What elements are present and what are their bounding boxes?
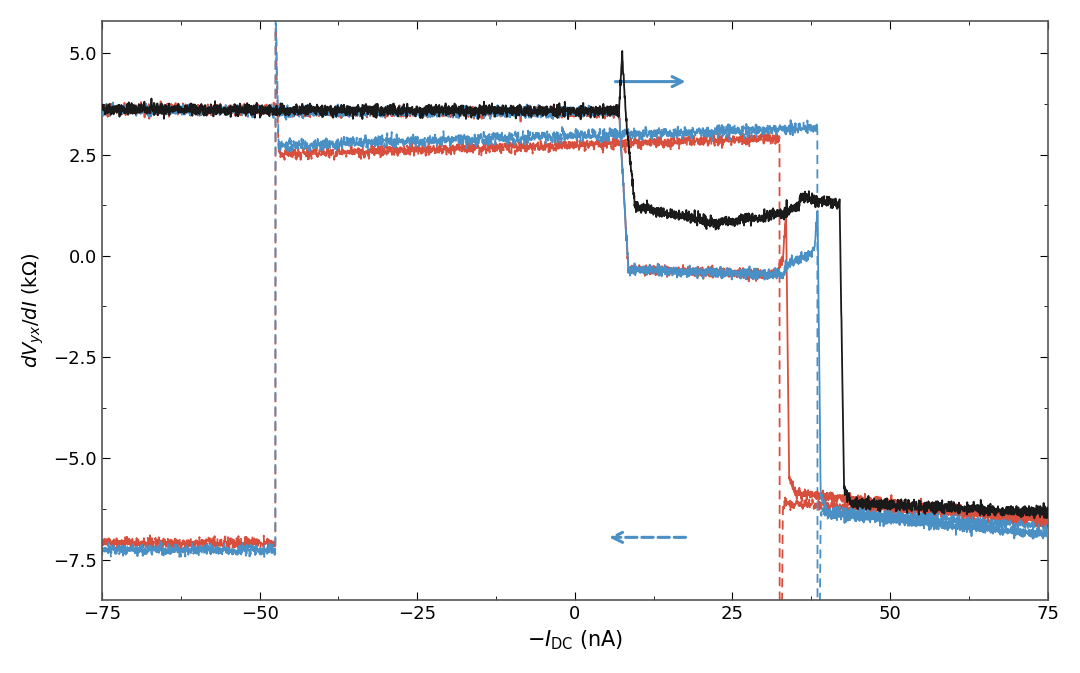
Y-axis label: $dV_{yx}/dI$ (k$\Omega$): $dV_{yx}/dI$ (k$\Omega$) <box>21 253 46 368</box>
X-axis label: $-I_{\mathrm{DC}}$ (nA): $-I_{\mathrm{DC}}$ (nA) <box>527 629 623 652</box>
